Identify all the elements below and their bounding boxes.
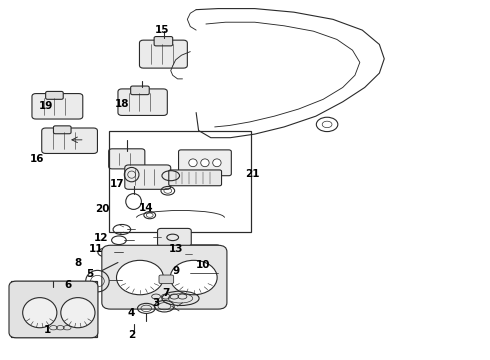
- FancyBboxPatch shape: [131, 86, 149, 95]
- Text: 20: 20: [95, 204, 110, 215]
- Text: 9: 9: [172, 266, 179, 276]
- Ellipse shape: [189, 159, 197, 167]
- Text: 3: 3: [152, 298, 160, 308]
- Text: 13: 13: [169, 244, 183, 254]
- Text: 10: 10: [196, 260, 211, 270]
- Ellipse shape: [201, 159, 209, 167]
- Text: 12: 12: [94, 233, 108, 243]
- Text: 16: 16: [30, 154, 45, 164]
- FancyBboxPatch shape: [159, 275, 173, 284]
- Bar: [109, 131, 251, 232]
- FancyBboxPatch shape: [169, 170, 221, 186]
- Text: 2: 2: [128, 330, 135, 340]
- FancyBboxPatch shape: [140, 40, 187, 68]
- FancyBboxPatch shape: [102, 245, 227, 309]
- FancyBboxPatch shape: [118, 89, 167, 116]
- Ellipse shape: [23, 298, 57, 328]
- FancyBboxPatch shape: [53, 126, 71, 134]
- Text: 15: 15: [155, 25, 169, 35]
- FancyBboxPatch shape: [154, 37, 172, 46]
- Text: 7: 7: [162, 288, 170, 298]
- FancyBboxPatch shape: [42, 128, 98, 153]
- FancyBboxPatch shape: [9, 281, 98, 338]
- FancyBboxPatch shape: [109, 149, 145, 169]
- FancyBboxPatch shape: [46, 91, 63, 99]
- Text: 4: 4: [128, 309, 135, 318]
- Bar: [11, 281, 98, 337]
- Ellipse shape: [117, 260, 163, 295]
- FancyBboxPatch shape: [32, 94, 83, 119]
- Text: 11: 11: [89, 244, 103, 254]
- Text: 5: 5: [86, 269, 93, 279]
- Ellipse shape: [213, 159, 221, 167]
- Text: 17: 17: [110, 179, 124, 189]
- Text: 21: 21: [245, 168, 260, 179]
- Text: 1: 1: [44, 325, 51, 335]
- FancyBboxPatch shape: [125, 165, 171, 189]
- Text: 14: 14: [139, 203, 153, 213]
- Text: 19: 19: [38, 102, 53, 112]
- Ellipse shape: [170, 260, 217, 295]
- FancyBboxPatch shape: [158, 228, 191, 246]
- FancyBboxPatch shape: [189, 245, 220, 262]
- Text: 18: 18: [115, 99, 129, 109]
- Ellipse shape: [61, 298, 95, 328]
- FancyBboxPatch shape: [178, 150, 231, 176]
- Text: 8: 8: [74, 258, 81, 268]
- Text: 6: 6: [65, 280, 72, 290]
